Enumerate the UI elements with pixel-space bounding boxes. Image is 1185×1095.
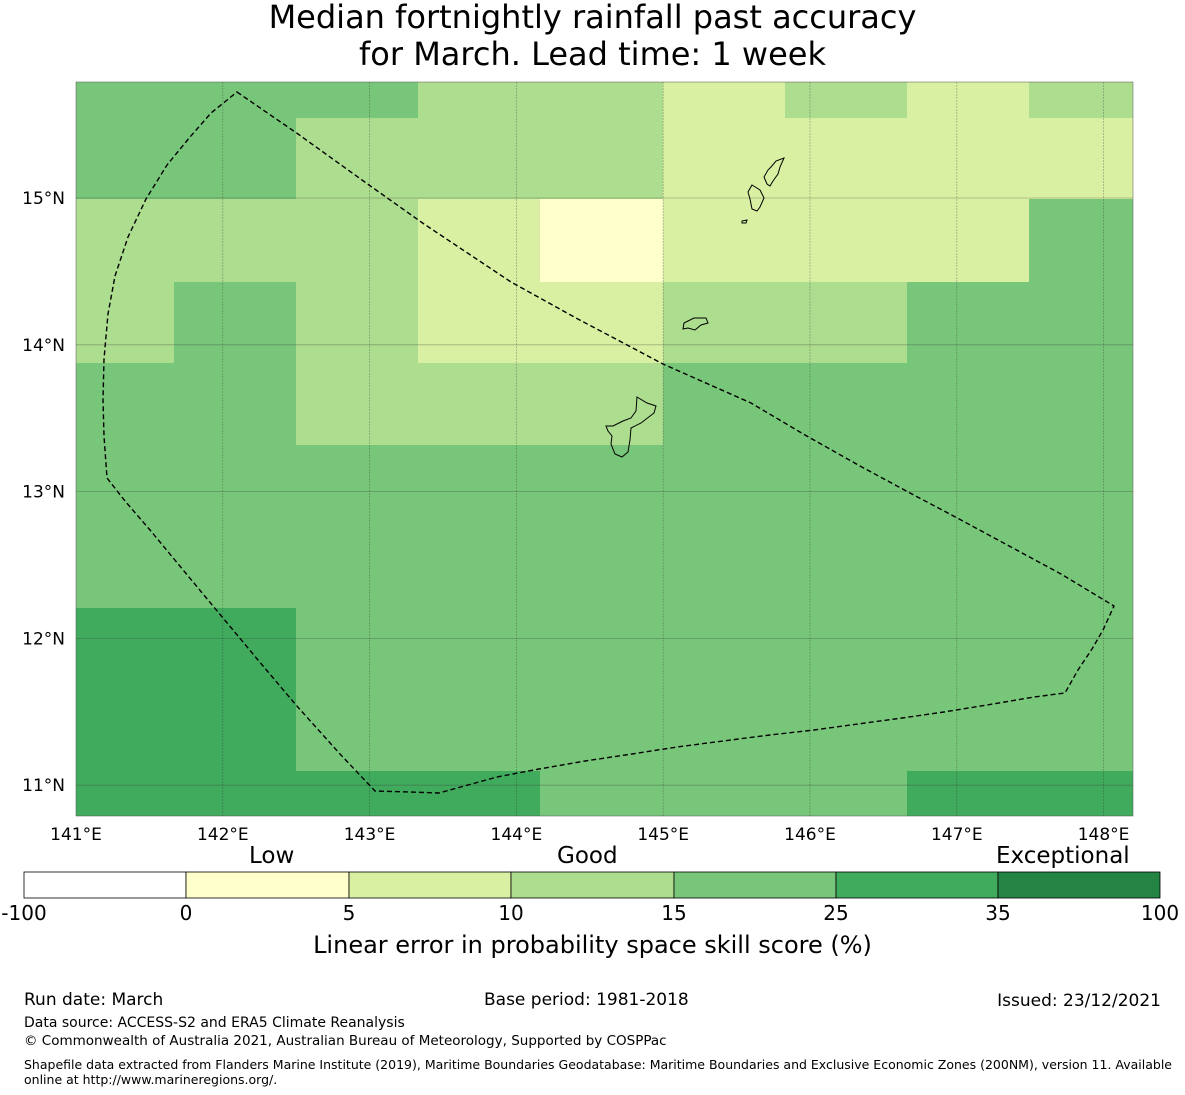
grid-cell xyxy=(418,82,663,118)
island-rota xyxy=(682,317,709,331)
skill-grid-cells xyxy=(76,82,1133,816)
colorbar-category-good: Good xyxy=(557,843,618,869)
base-period: Base period: 1981-2018 xyxy=(484,990,689,1010)
grid-cell xyxy=(540,199,663,282)
grid-cell xyxy=(418,199,540,282)
grid-cell xyxy=(296,282,418,363)
grid-cell xyxy=(663,118,1133,199)
island-tinian xyxy=(747,184,765,212)
grid-cell xyxy=(76,363,296,445)
grid-cell xyxy=(296,363,663,445)
colorbar-label: Linear error in probability space skill … xyxy=(313,931,872,959)
longitude-tick-label: 143°E xyxy=(344,825,396,845)
colorbar-swatch xyxy=(23,871,187,899)
colorbar-tick: 10 xyxy=(498,901,524,925)
latitude-tick-label: 13°N xyxy=(22,483,65,503)
grid-cell xyxy=(540,771,907,816)
colorbar-tick: 100 xyxy=(1140,901,1180,925)
colorbar xyxy=(23,871,1161,899)
island-aguijan xyxy=(741,219,748,224)
grid-cell xyxy=(76,118,296,199)
grid-cell xyxy=(76,199,418,282)
grid-cell xyxy=(76,608,296,771)
colorbar-swatch xyxy=(185,871,350,899)
latitude-tick-label: 11°N xyxy=(22,776,65,796)
longitude-tick-label: 141°E xyxy=(50,825,102,845)
latitude-tick-label: 15°N xyxy=(22,189,65,209)
grid-cell xyxy=(174,282,296,363)
islands-outline xyxy=(605,157,785,458)
grid-cell xyxy=(76,445,1133,608)
map-title-line1: Median fortnightly rainfall past accurac… xyxy=(268,0,917,36)
longitude-tick-label: 142°E xyxy=(197,825,249,845)
colorbar-swatch xyxy=(348,871,512,899)
island-saipan xyxy=(763,157,785,187)
colorbar-swatch xyxy=(510,871,675,899)
issued-date: Issued: 23/12/2021 xyxy=(997,991,1161,1011)
grid-cell xyxy=(296,118,663,199)
longitude-tick-label: 146°E xyxy=(784,825,836,845)
map-frame xyxy=(75,81,1134,817)
grid-cell xyxy=(907,282,1133,363)
grid-cell xyxy=(907,771,1133,816)
grid-cell xyxy=(663,363,1133,445)
colorbar-swatch xyxy=(997,871,1161,899)
colorbar-tick: 25 xyxy=(823,901,849,925)
grid-cell xyxy=(1029,82,1133,118)
grid-cell xyxy=(663,82,785,118)
colorbar-tick: 5 xyxy=(342,901,356,925)
colorbar-swatch xyxy=(673,871,837,899)
island-guam xyxy=(605,396,657,458)
grid-cell xyxy=(663,282,907,363)
grid-cell xyxy=(76,82,418,118)
colorbar-tick: 35 xyxy=(985,901,1011,925)
longitude-tick-label: 148°E xyxy=(1078,825,1130,845)
latitude-tick-labels: 15°N 14°N 13°N 12°N 11°N xyxy=(22,189,65,796)
run-date: Run date: March xyxy=(24,990,164,1010)
eez-boundary-line xyxy=(102,91,1115,794)
map-title-line2: for March. Lead time: 1 week xyxy=(359,35,826,73)
latitude-tick-label: 12°N xyxy=(22,629,65,649)
grid-cell xyxy=(663,199,1029,282)
grid-cell xyxy=(76,282,174,363)
colorbar-category-exceptional: Exceptional xyxy=(996,843,1130,869)
longitude-tick-label: 145°E xyxy=(637,825,689,845)
grid-cell xyxy=(296,771,540,816)
grid-cell xyxy=(296,608,1133,771)
data-source: Data source: ACCESS-S2 and ERA5 Climate … xyxy=(24,1015,405,1031)
longitude-tick-labels: 141°E 142°E 143°E 144°E 145°E 146°E 147°E 148°E xyxy=(50,825,1129,845)
shapefile-credit: Shapefile data extracted from Flanders M… xyxy=(24,1057,1172,1087)
grid-cell xyxy=(785,82,907,118)
grid-cell xyxy=(418,282,663,363)
colorbar-swatch xyxy=(835,871,999,899)
colorbar-tick: 0 xyxy=(179,901,193,925)
colorbar-tick: -100 xyxy=(1,901,47,925)
latitude-tick-label: 14°N xyxy=(22,336,65,356)
longitude-tick-label: 144°E xyxy=(491,825,543,845)
colorbar-tick: 15 xyxy=(661,901,687,925)
grid-cell xyxy=(76,771,296,816)
graticule-lines xyxy=(76,82,1133,816)
copyright-notice: © Commonwealth of Australia 2021, Austra… xyxy=(24,1033,667,1049)
grid-cell xyxy=(1029,199,1133,282)
grid-cell xyxy=(907,82,1029,118)
colorbar-category-low: Low xyxy=(249,843,295,869)
longitude-tick-label: 147°E xyxy=(931,825,983,845)
